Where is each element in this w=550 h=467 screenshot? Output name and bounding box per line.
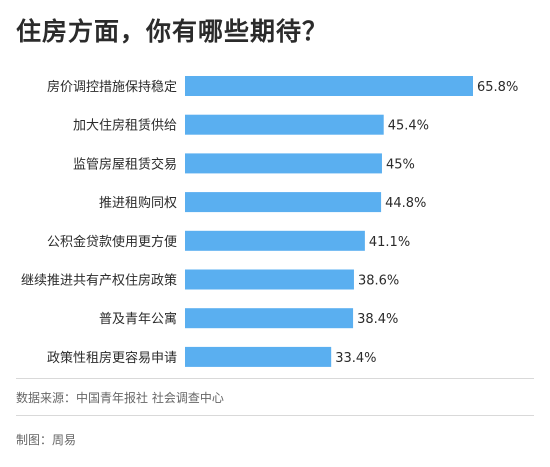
- bar: [185, 230, 365, 251]
- bar: [185, 308, 354, 329]
- bar: [185, 269, 354, 290]
- value-label: 33.4%: [335, 351, 376, 366]
- value-label: 44.8%: [385, 196, 426, 211]
- bar: [185, 76, 473, 96]
- category-label: 加大住房租赁供给: [73, 118, 177, 134]
- value-label: 65.8%: [477, 80, 518, 95]
- chart-credit: 制图：周易: [16, 433, 77, 447]
- chart-title: 住房方面，你有哪些期待？: [16, 17, 329, 46]
- category-label: 监管房屋租赁交易: [73, 156, 177, 172]
- category-label: 房价调控措施保持稳定: [47, 79, 177, 95]
- bar: [185, 346, 332, 367]
- bar: [185, 114, 384, 135]
- value-label: 38.4%: [357, 312, 398, 327]
- data-source: 数据来源：中国青年报社 社会调查中心: [16, 391, 224, 405]
- bar: [185, 192, 382, 213]
- bar-chart: 房价调控措施保持稳定 65.8% 加大住房租赁供给 45.4% 监管房屋租赁交易 45% 推…: [21, 76, 518, 367]
- category-label: 普及青年公寓: [99, 311, 177, 327]
- category-label: 继续推进共有产权住房政策: [21, 273, 177, 289]
- value-label: 41.1%: [369, 235, 410, 250]
- value-label: 38.6%: [358, 274, 399, 289]
- category-label: 推进租购同权: [99, 195, 177, 211]
- footer-divider: [16, 415, 534, 416]
- value-label: 45%: [386, 157, 415, 172]
- value-label: 45.4%: [388, 119, 429, 134]
- category-label: 公积金贷款使用更方便: [47, 234, 177, 250]
- category-label: 政策性租房更容易申请: [47, 350, 177, 366]
- bar: [185, 153, 382, 174]
- footer-divider: [16, 378, 534, 379]
